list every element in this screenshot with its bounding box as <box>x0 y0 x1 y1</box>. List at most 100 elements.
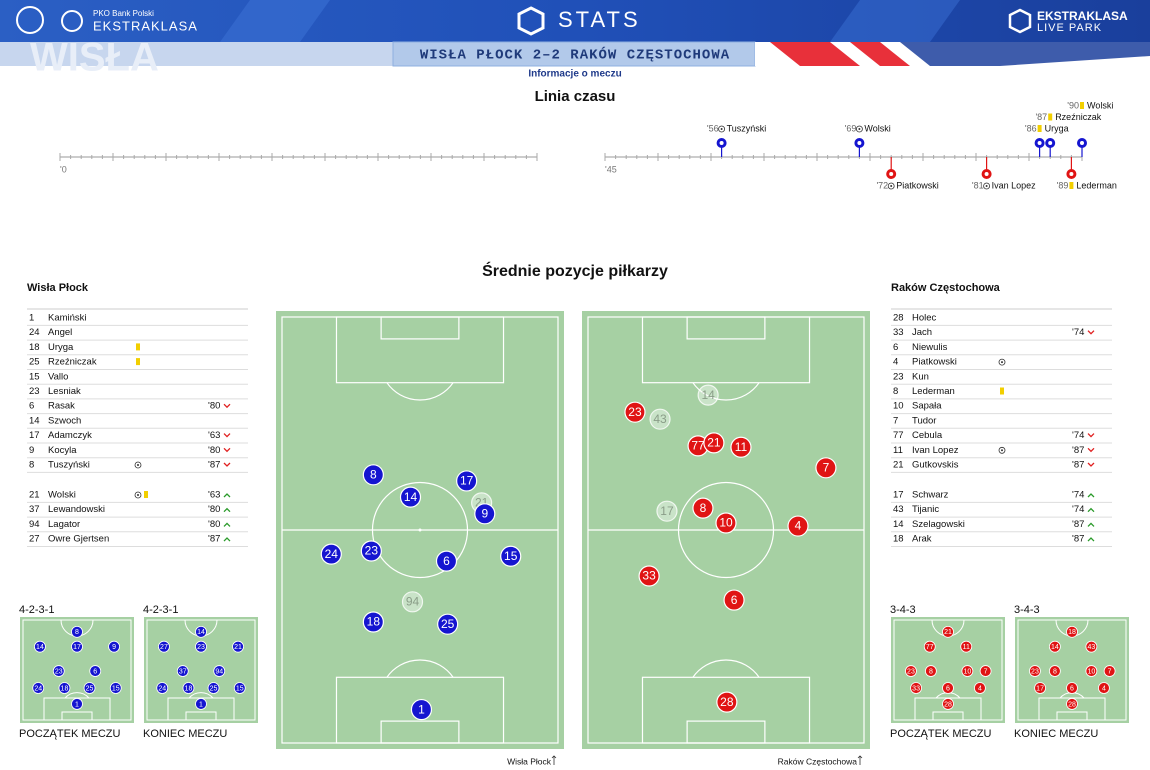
formation-marker <box>89 665 102 677</box>
goal-icon-dot <box>890 185 893 187</box>
formation-marker <box>974 682 986 694</box>
formation-marker <box>58 682 71 694</box>
player-name: Kamiński <box>48 313 87 324</box>
player-marker-number: 43 <box>653 412 667 426</box>
player-marker-number: 8 <box>700 501 707 515</box>
pitch-line <box>932 711 964 721</box>
player-name: Ivan Lopez <box>912 445 959 456</box>
formation-marker <box>923 640 936 653</box>
player-marker-number: 21 <box>707 436 721 450</box>
player-number: 6 <box>893 342 898 353</box>
player-number: 6 <box>29 401 34 412</box>
sub-minute: '87 <box>1072 534 1084 545</box>
formation-marker <box>108 640 120 653</box>
formation-marker <box>1066 625 1078 638</box>
header-bar <box>0 0 1150 42</box>
formation-marker <box>158 640 170 653</box>
player-name: Szwoch <box>48 415 81 426</box>
formation-marker <box>961 665 974 677</box>
sub-arrow-out <box>223 462 231 467</box>
formation-marker <box>71 698 83 710</box>
match-title: WISŁA PŁOCK 2–2 RAKÓW CZĘSTOCHOWA <box>420 46 730 64</box>
formation-number: 14 <box>36 644 44 651</box>
player-marker <box>474 503 496 525</box>
player-marker-number: 77 <box>691 439 705 453</box>
event-player: Rzeźniczak <box>1055 112 1102 122</box>
pitch-line <box>188 692 214 699</box>
player-marker-number: 7 <box>823 460 830 474</box>
formation-marker <box>232 640 244 653</box>
sub-arrow-out <box>223 433 231 438</box>
formation-marker <box>34 640 46 653</box>
player-name: Lederman <box>912 386 955 397</box>
player-sub-marker <box>697 384 719 406</box>
yellow-card <box>136 358 140 366</box>
sub-arrow-in <box>223 537 231 542</box>
formation-number: 21 <box>234 644 242 651</box>
header-stripe <box>900 42 1150 66</box>
player-name: Vallo <box>48 371 68 382</box>
event-pin-center <box>889 172 894 176</box>
formation-number: 6 <box>93 668 97 675</box>
pitch-line <box>64 692 90 699</box>
event-pin-center <box>857 141 862 145</box>
partner-logo <box>1008 8 1032 34</box>
event-player: Uryga <box>1045 123 1069 133</box>
formation-number: 23 <box>1031 668 1039 675</box>
player-name: Niewulis <box>912 342 948 353</box>
player-marker-number: 28 <box>720 695 734 709</box>
player-name: Adamczyk <box>48 430 92 441</box>
header-band-left <box>0 42 393 66</box>
player-name: Lagator <box>48 519 80 530</box>
event-pin-center <box>1037 141 1042 145</box>
pitch-line <box>380 316 460 340</box>
formation-number: 33 <box>912 685 920 692</box>
pitch-line <box>686 720 766 744</box>
formation-number: 21 <box>944 629 952 636</box>
player-name: Rzeźniczak <box>48 357 97 368</box>
formation-number: 25 <box>210 685 218 692</box>
sub-minute: '87 <box>1072 445 1084 456</box>
sub-minute: '80 <box>208 445 220 456</box>
event-player: Tuszyński <box>727 123 767 133</box>
player-number: 21 <box>29 490 40 501</box>
player-marker-number: 11 <box>735 440 748 454</box>
header-stripe <box>770 42 860 66</box>
player-number: 8 <box>29 460 34 471</box>
formation-marker <box>176 665 189 677</box>
yellow-card <box>1069 182 1074 189</box>
player-marker-number: 23 <box>365 544 379 558</box>
formation-number: 4 <box>1102 685 1106 692</box>
positions-title: Średnie pozycje piłkarzy <box>482 261 668 280</box>
player-marker <box>815 457 837 479</box>
formation-number: 43 <box>1087 644 1095 651</box>
formation-marker <box>71 625 83 638</box>
player-marker-number: 9 <box>481 506 488 520</box>
event-pin-center <box>1048 141 1053 145</box>
formation-marker <box>1049 665 1061 677</box>
sub-minute: '80 <box>208 504 220 515</box>
formation-caption: KONIEC MECZU <box>143 728 227 740</box>
yellow-card <box>136 343 140 351</box>
pitch-line <box>185 711 217 721</box>
sub-minute: '80 <box>208 401 220 412</box>
player-name: Jach <box>912 327 932 338</box>
formation-number: 24 <box>158 685 166 692</box>
subtitle[interactable]: Informacje o meczu <box>528 69 621 80</box>
player-marker-number: 18 <box>367 615 381 629</box>
header-stripe <box>830 0 960 42</box>
title-strip <box>392 41 756 67</box>
player-number: 21 <box>893 460 904 471</box>
player-number: 94 <box>29 519 40 530</box>
player-number: 4 <box>893 357 898 368</box>
yellow-card <box>1048 113 1053 121</box>
half-label: '0 <box>60 164 67 174</box>
player-marker-number: 6 <box>731 593 738 607</box>
sub-arrow-in <box>223 493 231 498</box>
player-number: 9 <box>29 445 34 456</box>
formation-marker <box>1066 682 1078 694</box>
event-pin-center <box>719 141 724 145</box>
player-name: Schwarz <box>912 490 949 501</box>
player-name: Holec <box>912 313 937 324</box>
event-minute: '56 <box>707 123 719 133</box>
